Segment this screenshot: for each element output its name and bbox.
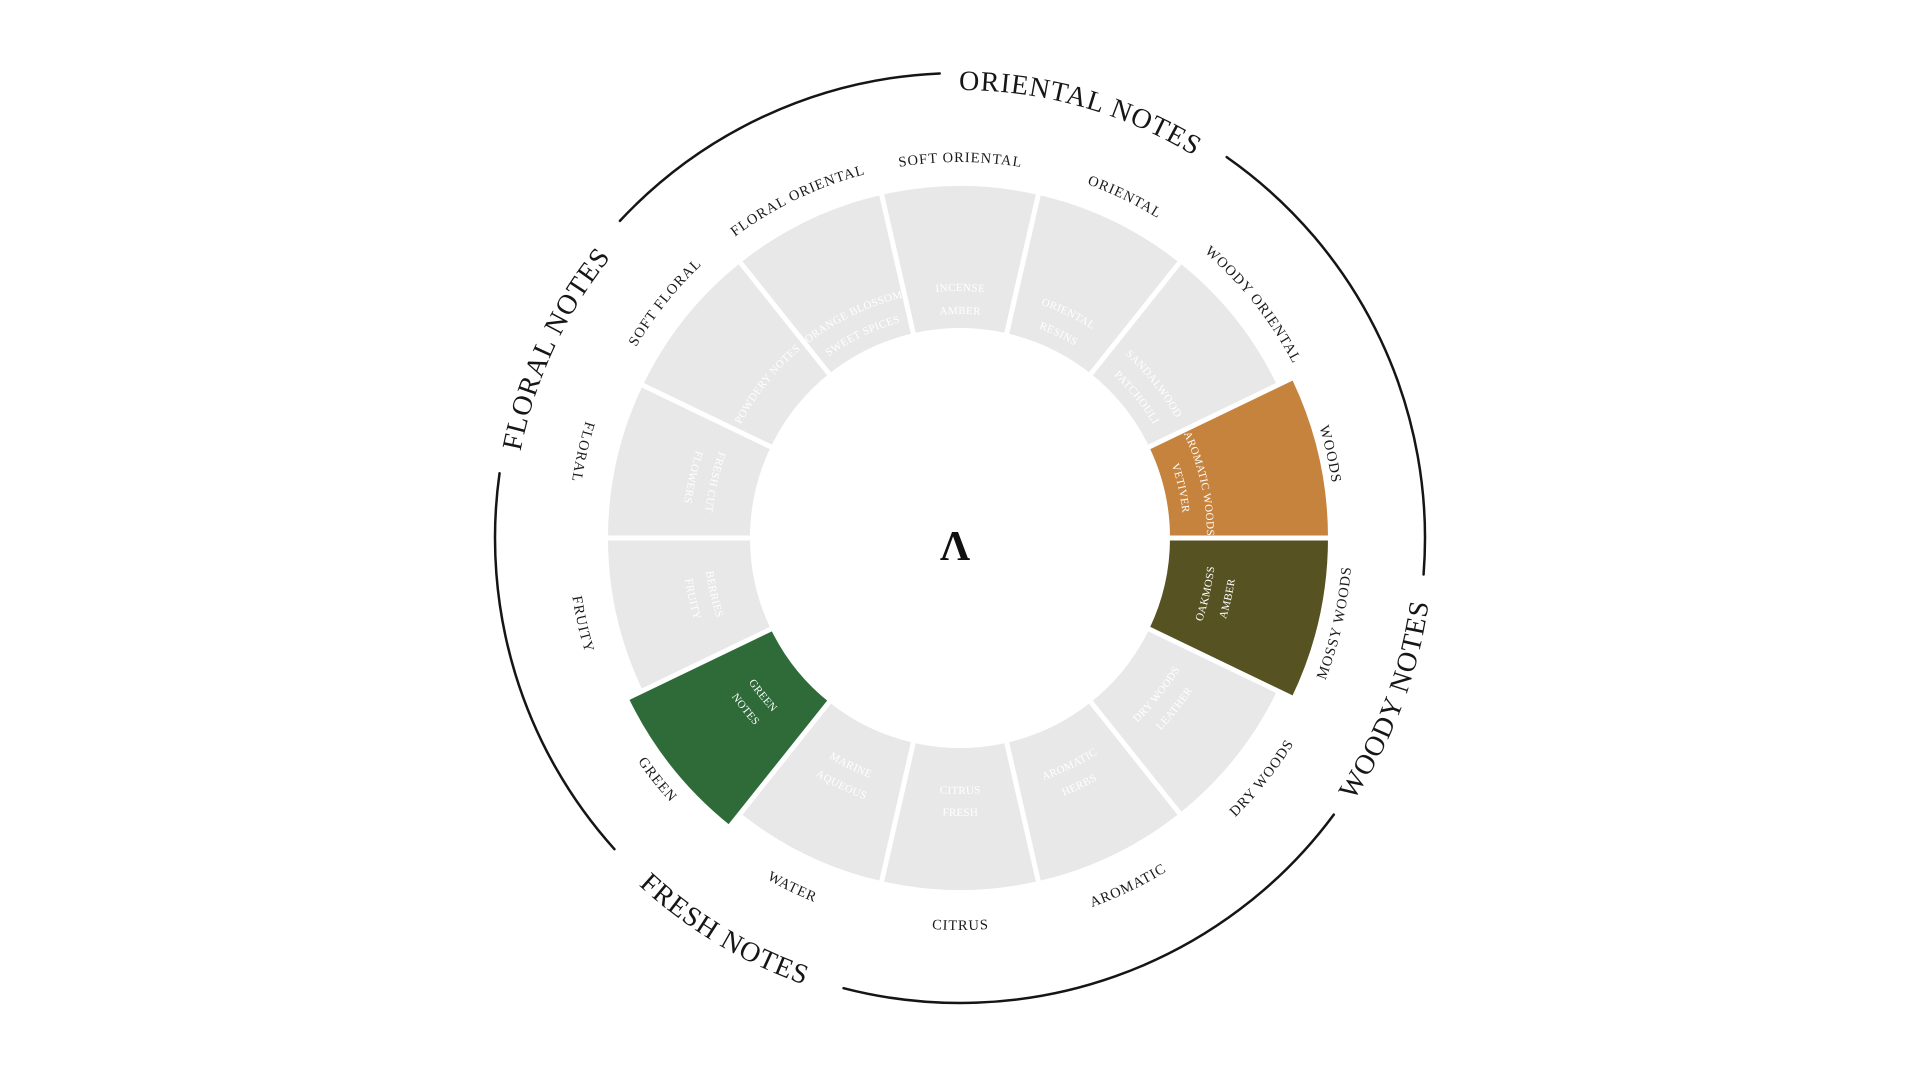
segment-divider (623, 374, 776, 451)
segment-divider (874, 738, 917, 902)
segment-label-citrus-line2-text: FRESH (942, 806, 978, 819)
ring-label-aromatic: AROMATIC (1088, 861, 1170, 911)
family-title-floral-notes-text: FLORAL NOTES (497, 242, 616, 453)
outer-arc-2 (842, 813, 1336, 1005)
ring-label-water: WATER (765, 869, 820, 906)
outer-arc-1 (1225, 155, 1427, 576)
family-title-oriental-notes-text: ORIENTAL NOTES (959, 66, 1206, 162)
center-caret-icon: Λ (940, 524, 970, 570)
segment-green[interactable] (628, 629, 830, 826)
segment-label-soft-oriental-line2: AMBER (939, 305, 982, 318)
segment-divider (1003, 738, 1046, 902)
ring-label-soft-oriental-text: SOFT ORIENTAL (897, 150, 1022, 171)
segment-mossy-woods[interactable] (1149, 538, 1328, 698)
ring-label-soft-oriental: SOFT ORIENTAL (897, 150, 1023, 171)
segment-woods[interactable] (1149, 378, 1328, 538)
segment-label-citrus-line1-text: CITRUS (939, 784, 980, 797)
segment-divider (726, 697, 834, 831)
family-title-woody-notes: WOODY NOTES (1333, 598, 1436, 804)
family-title-oriental-notes: ORIENTAL NOTES (959, 66, 1207, 162)
segment-label-soft-oriental-line1: INCENSE (935, 282, 986, 295)
segment-soft-floral[interactable] (642, 262, 830, 447)
outer-arc-3 (493, 472, 616, 851)
segment-soft-oriental[interactable] (881, 186, 1039, 334)
segment-divider (726, 245, 834, 379)
segment-divider (1144, 374, 1297, 451)
ring-label-citrus: CITRUS (932, 917, 990, 934)
ring-label-fruity: FRUITY (568, 595, 596, 655)
outer-arc-4 (618, 72, 941, 223)
family-title-woody-notes-text: WOODY NOTES (1333, 598, 1435, 804)
family-title-floral-notes: FLORAL NOTES (497, 242, 617, 453)
ring-label-fruity-text: FRUITY (568, 595, 595, 655)
segment-divider (623, 625, 776, 702)
segment-divider (1086, 697, 1194, 831)
segment-aromatic[interactable] (1006, 702, 1180, 882)
segment-citrus[interactable] (881, 742, 1039, 890)
segment-divider (1086, 245, 1194, 379)
ring-label-floral: FLORAL (568, 420, 597, 484)
segment-divider (874, 174, 917, 338)
segment-floral-oriental[interactable] (740, 194, 914, 374)
segment-fruity[interactable] (608, 538, 771, 691)
segment-label-soft-oriental-line1-text: INCENSE (935, 282, 985, 295)
ring-label-floral-text: FLORAL (568, 420, 596, 484)
segment-woody-oriental[interactable] (1090, 262, 1278, 447)
ring-label-water-text: WATER (765, 869, 819, 906)
segment-divider (1144, 625, 1297, 702)
segment-divider (1003, 174, 1046, 338)
ring-label-citrus-text: CITRUS (932, 917, 989, 934)
ring-label-aromatic-text: AROMATIC (1088, 861, 1169, 911)
segment-dry-woods[interactable] (1090, 629, 1278, 814)
segment-label-citrus-line1: CITRUS (939, 784, 981, 797)
segment-water[interactable] (740, 702, 914, 882)
segment-oriental[interactable] (1006, 194, 1180, 374)
segment-label-citrus-line2: FRESH (942, 806, 978, 819)
segment-floral[interactable] (607, 385, 771, 538)
segment-label-soft-oriental-line2-text: AMBER (939, 305, 981, 318)
